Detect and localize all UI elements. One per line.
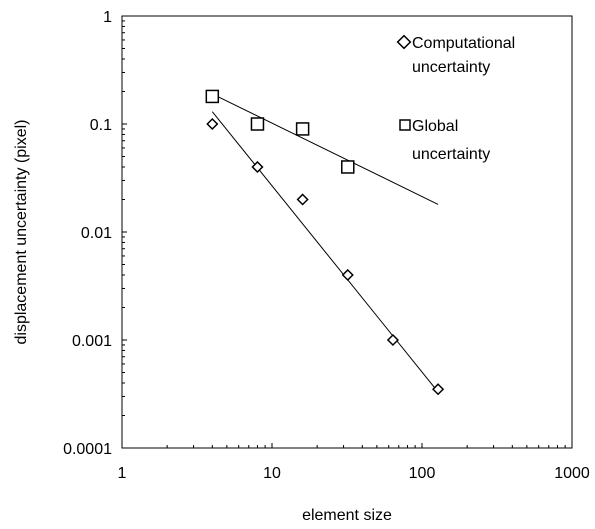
trendline-global [212, 93, 439, 205]
computational-uncertainty-point [206, 117, 219, 131]
computational-uncertainty-point [432, 383, 445, 396]
global-uncertainty-point [205, 89, 220, 104]
global-uncertainty-point [341, 160, 355, 174]
computational-uncertainty-point [341, 268, 354, 282]
legend: Computational uncertainty Global uncerta… [396, 34, 515, 163]
legend-label-global-line2: uncertainty [412, 146, 490, 163]
x-tick-label: 100 [409, 465, 436, 482]
computational-uncertainty-point [386, 333, 399, 347]
markers [205, 89, 445, 396]
trendline-computational [211, 111, 439, 393]
legend-item-computational: Computational uncertainty [396, 34, 515, 76]
computational-uncertainty-point [296, 193, 309, 206]
x-tick-label: 1 [118, 465, 127, 482]
y-tick-label: 0.01 [81, 225, 112, 242]
legend-item-global: Global uncertainty [399, 118, 490, 163]
x-tick-label: 1000 [554, 465, 590, 482]
plot-area [121, 15, 573, 449]
legend-label-computational-line1: Computational [412, 35, 515, 52]
legend-label-computational-line2: uncertainty [412, 59, 490, 76]
x-tick-label: 10 [263, 465, 281, 482]
y-tick-label: 0.0001 [63, 441, 112, 458]
global-uncertainty-point [295, 122, 310, 136]
global-uncertainty-point [250, 117, 265, 131]
computational-uncertainty-point [251, 160, 264, 174]
tick-labels: 1 10 100 1000 0.0001 0.001 0.01 0.1 1 [63, 9, 590, 482]
ticks [121, 20, 566, 449]
legend-label-global-line1: Global [412, 118, 458, 135]
y-tick-label: 0.1 [90, 117, 112, 134]
x-axis-label: element size [302, 507, 392, 524]
trendlines [211, 93, 439, 393]
legend-diamond-marker [396, 34, 412, 50]
y-tick-label: 1 [103, 9, 112, 26]
y-axis-label: displacement uncertainty (pixel) [13, 120, 30, 345]
y-tick-label: 0.001 [72, 333, 112, 350]
legend-square-marker [399, 119, 411, 131]
